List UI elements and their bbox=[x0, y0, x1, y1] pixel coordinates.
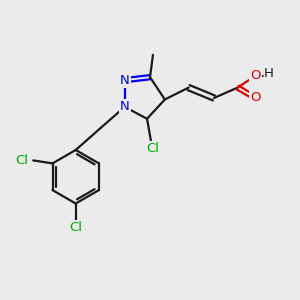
Text: N: N bbox=[120, 100, 130, 113]
Text: Cl: Cl bbox=[15, 154, 28, 167]
Text: O: O bbox=[250, 92, 261, 104]
Text: N: N bbox=[120, 74, 130, 87]
Text: Cl: Cl bbox=[69, 221, 82, 234]
Text: H: H bbox=[264, 67, 274, 80]
Text: Cl: Cl bbox=[146, 142, 160, 155]
Text: O: O bbox=[250, 69, 261, 82]
